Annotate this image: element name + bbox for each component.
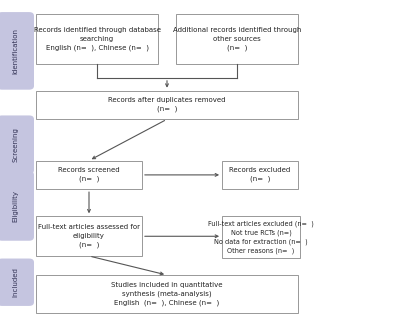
FancyBboxPatch shape	[36, 91, 298, 119]
FancyBboxPatch shape	[222, 216, 300, 258]
FancyBboxPatch shape	[222, 161, 298, 189]
FancyBboxPatch shape	[36, 216, 142, 256]
Text: Additional records identified through
other sources
(n=  ): Additional records identified through ot…	[173, 27, 301, 51]
FancyBboxPatch shape	[0, 12, 34, 90]
FancyBboxPatch shape	[36, 14, 158, 64]
Text: Screening: Screening	[12, 127, 19, 162]
FancyBboxPatch shape	[0, 115, 34, 174]
FancyBboxPatch shape	[36, 161, 142, 189]
Text: Records screened
(n=  ): Records screened (n= )	[58, 167, 120, 183]
FancyBboxPatch shape	[176, 14, 298, 64]
Text: Records identified through database
searching
English (n=  ), Chinese (n=  ): Records identified through database sear…	[34, 27, 160, 51]
Text: Studies included in quantitative
synthesis (meta-analysis)
English  (n=  ), Chin: Studies included in quantitative synthes…	[111, 282, 223, 306]
Text: Eligibility: Eligibility	[12, 190, 19, 222]
FancyBboxPatch shape	[0, 259, 34, 306]
Text: Included: Included	[12, 267, 19, 297]
Text: Full-text articles excluded (n=  )
Not true RCTs (n=)
No data for extraction (n=: Full-text articles excluded (n= ) Not tr…	[208, 220, 314, 254]
Text: Full-text articles assessed for
eligibility
(n=  ): Full-text articles assessed for eligibil…	[38, 225, 140, 248]
Text: Identification: Identification	[12, 28, 19, 74]
Text: Records after duplicates removed
(n=  ): Records after duplicates removed (n= )	[108, 97, 226, 113]
FancyBboxPatch shape	[0, 171, 34, 241]
FancyBboxPatch shape	[36, 275, 298, 313]
Text: Records excluded
(n=  ): Records excluded (n= )	[229, 167, 291, 183]
